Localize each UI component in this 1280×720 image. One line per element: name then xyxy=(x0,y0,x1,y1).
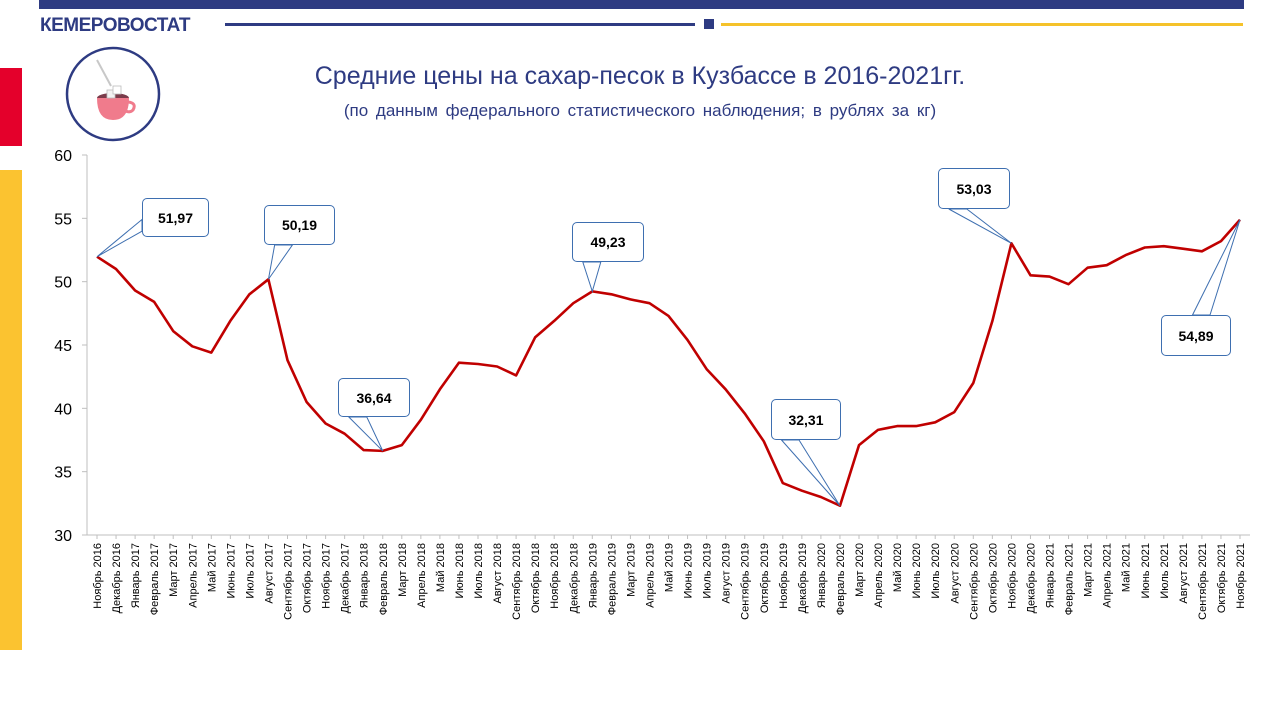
x-tick-label: Июнь 2018 xyxy=(454,543,466,599)
x-tick-label: Декабрь 2016 xyxy=(111,543,123,613)
callout-pointer xyxy=(1191,219,1241,316)
x-tick-label: Февраль 2018 xyxy=(378,543,390,615)
x-tick-label: Июнь 2017 xyxy=(225,543,237,599)
x-tick-label: Январь 2020 xyxy=(816,543,828,608)
x-tick-label: Июнь 2019 xyxy=(683,543,695,599)
x-tick-label: Июль 2020 xyxy=(930,543,942,599)
x-tick-label: Февраль 2019 xyxy=(606,543,618,615)
y-tick-label: 40 xyxy=(54,401,72,418)
x-tick-label: Август 2019 xyxy=(721,543,733,604)
x-tick-label: Июль 2021 xyxy=(1159,543,1171,599)
data-label: 32,31 xyxy=(771,399,841,440)
x-tick-label: Ноябрь 2020 xyxy=(1006,543,1018,609)
y-tick-label: 35 xyxy=(54,465,72,482)
callout-pointer xyxy=(948,208,1012,244)
x-tick-label: Сентябрь 2018 xyxy=(511,543,523,620)
x-tick-label: Август 2020 xyxy=(949,543,961,604)
x-tick-label: Август 2018 xyxy=(492,543,504,604)
data-label: 51,97 xyxy=(142,198,209,237)
x-tick-label: Май 2019 xyxy=(664,543,676,592)
x-tick-label: Октябрь 2020 xyxy=(987,543,999,613)
x-tick-label: Декабрь 2018 xyxy=(568,543,580,613)
x-tick-label: Октябрь 2021 xyxy=(1216,543,1228,613)
data-label: 50,19 xyxy=(264,205,335,245)
x-tick-label: Август 2017 xyxy=(263,543,275,604)
side-bar-red xyxy=(0,68,22,146)
x-tick-label: Ноябрь 2019 xyxy=(778,543,790,609)
x-tick-label: Декабрь 2019 xyxy=(797,543,809,613)
chart-subtitle: (по данным федерального статистического … xyxy=(343,101,937,120)
top-bar xyxy=(39,0,1244,9)
x-tick-label: Апрель 2017 xyxy=(187,543,199,608)
y-tick-label: 50 xyxy=(54,275,72,292)
callout-pointer xyxy=(347,416,384,452)
callout-pointer xyxy=(582,261,602,294)
y-tick-label: 55 xyxy=(54,211,72,228)
x-tick-label: Июль 2017 xyxy=(244,543,256,599)
x-tick-label: Сентябрь 2020 xyxy=(968,543,980,620)
x-tick-label: Март 2019 xyxy=(625,543,637,597)
data-label: 53,03 xyxy=(938,168,1010,209)
x-tick-label: Декабрь 2020 xyxy=(1025,543,1037,613)
y-tick-label: 60 xyxy=(54,148,72,165)
x-tick-label: Сентябрь 2017 xyxy=(283,543,295,620)
x-tick-label: Август 2021 xyxy=(1178,543,1190,604)
brand-name: КЕМЕРОВОСТАТ xyxy=(40,15,191,36)
x-tick-label: Ноябрь 2017 xyxy=(321,543,333,609)
x-tick-label: Февраль 2020 xyxy=(835,543,847,615)
x-tick-label: Май 2021 xyxy=(1121,543,1133,592)
x-tick-label: Октябрь 2019 xyxy=(759,543,771,613)
x-tick-label: Ноябрь 2018 xyxy=(549,543,561,609)
sugar-cup-icon xyxy=(65,46,161,142)
header-rule-blue xyxy=(225,23,695,26)
x-tick-label: Апрель 2020 xyxy=(873,543,885,608)
x-tick-label: Ноябрь 2021 xyxy=(1235,543,1247,609)
series-line xyxy=(96,218,1241,508)
x-tick-label: Апрель 2018 xyxy=(416,543,428,608)
header-square xyxy=(704,19,714,29)
x-tick-label: Январь 2019 xyxy=(587,543,599,608)
x-tick-label: Февраль 2017 xyxy=(149,543,161,615)
x-tick-label: Апрель 2021 xyxy=(1102,543,1114,608)
x-tick-label: Ноябрь 2016 xyxy=(92,543,104,609)
x-tick-label: Май 2017 xyxy=(206,543,218,592)
x-tick-label: Март 2018 xyxy=(397,543,409,597)
header-rule-yellow xyxy=(721,23,1243,26)
callout-pointer xyxy=(96,218,143,258)
side-bar-yellow xyxy=(0,170,22,650)
chart-title: Средние цены на сахар-песок в Кузбассе в… xyxy=(314,62,966,90)
y-tick-label: 30 xyxy=(54,528,72,545)
data-label: 36,64 xyxy=(338,378,410,417)
x-tick-label: Июнь 2021 xyxy=(1140,543,1152,599)
callout-pointer xyxy=(780,439,841,507)
x-tick-label: Январь 2018 xyxy=(359,543,371,608)
x-tick-label: Апрель 2019 xyxy=(644,543,656,608)
x-tick-label: Январь 2017 xyxy=(130,543,142,608)
y-tick-label: 45 xyxy=(54,338,72,355)
x-tick-label: Октябрь 2017 xyxy=(302,543,314,613)
x-tick-label: Март 2017 xyxy=(168,543,180,597)
data-label: 49,23 xyxy=(572,222,644,262)
x-tick-label: Сентябрь 2019 xyxy=(740,543,752,620)
x-tick-label: Июль 2018 xyxy=(473,543,485,599)
x-tick-label: Июнь 2020 xyxy=(911,543,923,599)
x-tick-label: Май 2020 xyxy=(892,543,904,592)
x-tick-label: Июль 2019 xyxy=(702,543,714,599)
x-tick-label: Октябрь 2018 xyxy=(530,543,542,613)
x-tick-label: Сентябрь 2021 xyxy=(1197,543,1209,620)
x-tick-label: Январь 2021 xyxy=(1045,543,1057,608)
x-tick-label: Май 2018 xyxy=(435,543,447,592)
x-tick-label: Февраль 2021 xyxy=(1064,543,1076,615)
x-tick-label: Март 2020 xyxy=(854,543,866,597)
x-tick-label: Март 2021 xyxy=(1083,543,1095,597)
callout-pointer xyxy=(267,244,294,280)
x-tick-label: Декабрь 2017 xyxy=(340,543,352,613)
data-label: 54,89 xyxy=(1161,315,1231,356)
